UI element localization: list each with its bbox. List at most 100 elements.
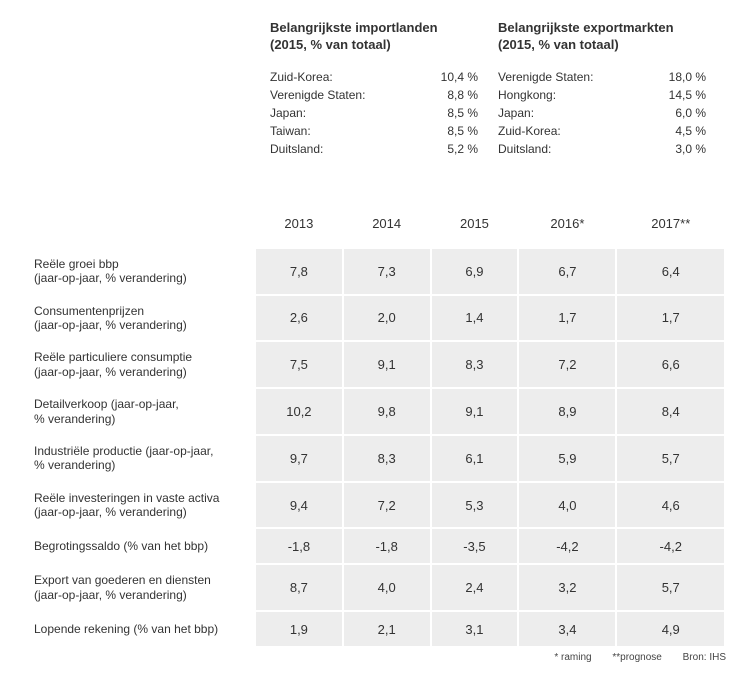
cell: 6,7 — [518, 248, 616, 295]
export-row: Duitsland: 3,0 % — [498, 140, 706, 158]
cell: 3,1 — [431, 611, 519, 647]
import-value: 10,4 % — [441, 68, 478, 86]
export-value: 4,5 % — [675, 122, 706, 140]
footnote-prognose: **prognose — [612, 652, 661, 663]
row-label-sub: (jaar-op-jaar, % verandering) — [34, 365, 248, 379]
row-label-sub: (jaar-op-jaar, % verandering) — [34, 271, 248, 285]
row-label-sub: % verandering) — [34, 412, 248, 426]
row-label: Industriële productie (jaar-op-jaar,% ve… — [25, 435, 255, 482]
cell: 9,1 — [343, 341, 431, 388]
row-label-main: Begrotingssaldo (% van het bbp) — [34, 539, 248, 553]
export-label: Verenigde Staten: — [498, 68, 593, 86]
cell: 8,4 — [616, 388, 725, 435]
cell: 1,7 — [518, 295, 616, 342]
cell: 2,6 — [255, 295, 343, 342]
export-row: Verenigde Staten: 18,0 % — [498, 68, 706, 86]
cell: 7,5 — [255, 341, 343, 388]
row-label: Consumentenprijzen(jaar-op-jaar, % veran… — [25, 295, 255, 342]
export-value: 3,0 % — [675, 140, 706, 158]
row-label: Detailverkoop (jaar-op-jaar,% veranderin… — [25, 388, 255, 435]
footnote-bron: Bron: IHS — [683, 652, 726, 663]
export-row: Zuid-Korea:4,5 % — [498, 122, 706, 140]
export-title: Belangrijkste exportmarkten (2015, % van… — [498, 20, 706, 54]
row-label: Reële investeringen in vaste activa(jaar… — [25, 482, 255, 529]
footnote: * raming **prognose Bron: IHS — [24, 652, 726, 663]
cell: -4,2 — [616, 528, 725, 564]
import-label: Verenigde Staten: — [270, 86, 365, 104]
cell: -4,2 — [518, 528, 616, 564]
row-label-main: Consumentenprijzen — [34, 304, 248, 318]
footnote-raming: * raming — [554, 652, 591, 663]
year-col-1: 2014 — [343, 199, 431, 248]
row-label-main: Reële particuliere consumptie — [34, 350, 248, 364]
table-row: Reële investeringen in vaste activa(jaar… — [25, 482, 725, 529]
cell: 6,9 — [431, 248, 519, 295]
table-header-label: Kerncijfers — [25, 199, 255, 248]
import-label: Duitsland: — [270, 140, 323, 158]
cell: 2,1 — [343, 611, 431, 647]
year-col-2: 2015 — [431, 199, 519, 248]
cell: 5,7 — [616, 564, 725, 611]
cell: -3,5 — [431, 528, 519, 564]
cell: 9,1 — [431, 388, 519, 435]
cell: 5,9 — [518, 435, 616, 482]
cell: 6,4 — [616, 248, 725, 295]
export-column: Belangrijkste exportmarkten (2015, % van… — [498, 20, 706, 158]
export-label: Hongkong: — [498, 86, 556, 104]
row-label: Begrotingssaldo (% van het bbp) — [25, 528, 255, 564]
cell: 4,0 — [518, 482, 616, 529]
cell: 2,0 — [343, 295, 431, 342]
row-label-sub: % verandering) — [34, 458, 248, 472]
cell: 7,8 — [255, 248, 343, 295]
cell: 8,3 — [431, 341, 519, 388]
export-value: 6,0 % — [675, 104, 706, 122]
top-trade-section: Belangrijkste importlanden (2015, % van … — [270, 20, 726, 158]
row-label-sub: (jaar-op-jaar, % verandering) — [34, 588, 248, 602]
import-row: Duitsland: 5,2 % — [270, 140, 478, 158]
year-col-3: 2016* — [518, 199, 616, 248]
row-label-main: Lopende rekening (% van het bbp) — [34, 622, 248, 636]
row-label: Export van goederen en diensten(jaar-op-… — [25, 564, 255, 611]
import-title: Belangrijkste importlanden (2015, % van … — [270, 20, 478, 54]
import-label: Taiwan: — [270, 122, 311, 140]
row-label-sub: (jaar-op-jaar, % verandering) — [34, 318, 248, 332]
cell: 7,2 — [518, 341, 616, 388]
kerncijfers-table: Kerncijfers 2013 2014 2015 2016* 2017** … — [24, 198, 726, 648]
cell: 7,2 — [343, 482, 431, 529]
row-label-sub: (jaar-op-jaar, % verandering) — [34, 505, 248, 519]
import-label: Zuid-Korea: — [270, 68, 333, 86]
cell: 8,9 — [518, 388, 616, 435]
table-row: Begrotingssaldo (% van het bbp)-1,8-1,8-… — [25, 528, 725, 564]
row-label-main: Export van goederen en diensten — [34, 573, 248, 587]
export-value: 18,0 % — [669, 68, 706, 86]
row-label: Lopende rekening (% van het bbp) — [25, 611, 255, 647]
row-label-main: Reële investeringen in vaste activa — [34, 491, 248, 505]
import-value: 5,2 % — [447, 140, 478, 158]
export-row: Japan:6,0 % — [498, 104, 706, 122]
cell: 6,6 — [616, 341, 725, 388]
cell: 3,2 — [518, 564, 616, 611]
table-row: Detailverkoop (jaar-op-jaar,% veranderin… — [25, 388, 725, 435]
export-value: 14,5 % — [669, 86, 706, 104]
cell: 3,4 — [518, 611, 616, 647]
cell: 10,2 — [255, 388, 343, 435]
cell: 5,7 — [616, 435, 725, 482]
year-col-0: 2013 — [255, 199, 343, 248]
cell: 1,7 — [616, 295, 725, 342]
import-label: Japan: — [270, 104, 306, 122]
cell: 9,4 — [255, 482, 343, 529]
import-column: Belangrijkste importlanden (2015, % van … — [270, 20, 478, 158]
year-col-4: 2017** — [616, 199, 725, 248]
cell: -1,8 — [255, 528, 343, 564]
cell: 1,9 — [255, 611, 343, 647]
cell: 8,7 — [255, 564, 343, 611]
table-row: Export van goederen en diensten(jaar-op-… — [25, 564, 725, 611]
cell: 9,7 — [255, 435, 343, 482]
export-label: Duitsland: — [498, 140, 551, 158]
cell: -1,8 — [343, 528, 431, 564]
row-label: Reële groei bbp(jaar-op-jaar, % verander… — [25, 248, 255, 295]
table-row: Industriële productie (jaar-op-jaar,% ve… — [25, 435, 725, 482]
cell: 4,9 — [616, 611, 725, 647]
cell: 5,3 — [431, 482, 519, 529]
import-value: 8,5 % — [447, 122, 478, 140]
